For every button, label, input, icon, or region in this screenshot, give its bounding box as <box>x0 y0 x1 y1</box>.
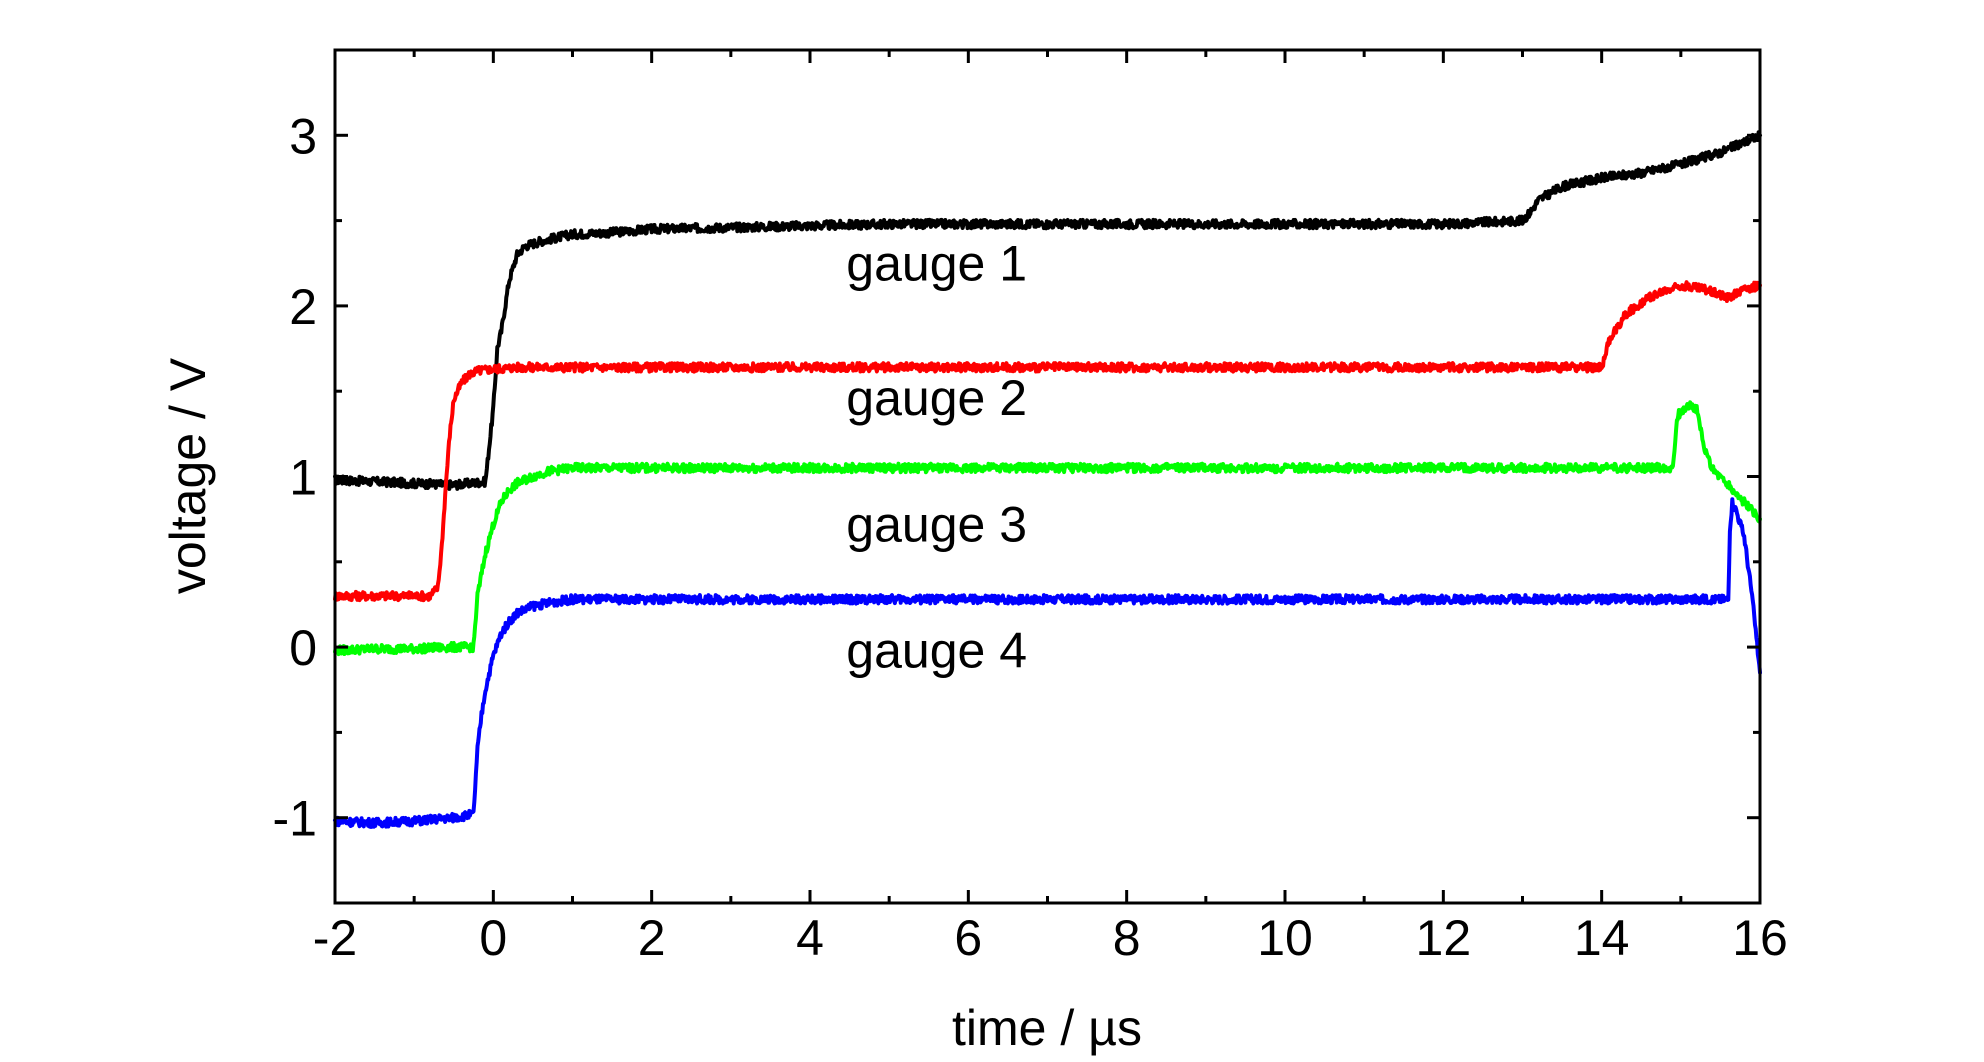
gauge-2-label: gauge 2 <box>846 370 1027 426</box>
labels-layer: time / µs voltage / V <box>160 357 1142 1056</box>
gauge-3-label: gauge 3 <box>846 496 1027 552</box>
x-tick-label: 8 <box>1113 910 1141 966</box>
x-tick-label: 12 <box>1416 910 1472 966</box>
y-tick-label: -1 <box>273 791 317 847</box>
y-axis-title: voltage / V <box>160 357 216 594</box>
gauge-3-series-line <box>333 400 1762 657</box>
y-tick-label: 2 <box>289 279 317 335</box>
x-tick-label: 16 <box>1732 910 1788 966</box>
y-tick-label: 0 <box>289 620 317 676</box>
y-tick-label: 1 <box>289 450 317 506</box>
series-layer <box>333 130 1762 829</box>
axes-layer <box>333 48 1762 905</box>
plot-frame <box>333 48 1762 905</box>
gauge-4-series-line <box>333 497 1762 829</box>
y-tick-label: 3 <box>289 108 317 164</box>
x-tick-label: 14 <box>1574 910 1630 966</box>
x-tick-label: 4 <box>796 910 824 966</box>
gauge-4-label: gauge 4 <box>846 623 1027 679</box>
x-tick-label: -2 <box>313 910 357 966</box>
annotation-layer: gauge 1 gauge 2 gauge 3 gauge 4 <box>846 235 1027 678</box>
x-tick-label: 0 <box>479 910 507 966</box>
x-tick-label: 6 <box>954 910 982 966</box>
x-tick-label: 2 <box>638 910 666 966</box>
gauge-1-label: gauge 1 <box>846 235 1027 291</box>
gauge-1-series-line <box>333 130 1762 491</box>
x-axis-title: time / µs <box>952 1000 1142 1056</box>
gauge-2-series-line <box>333 280 1762 603</box>
x-tick-label: 10 <box>1257 910 1313 966</box>
